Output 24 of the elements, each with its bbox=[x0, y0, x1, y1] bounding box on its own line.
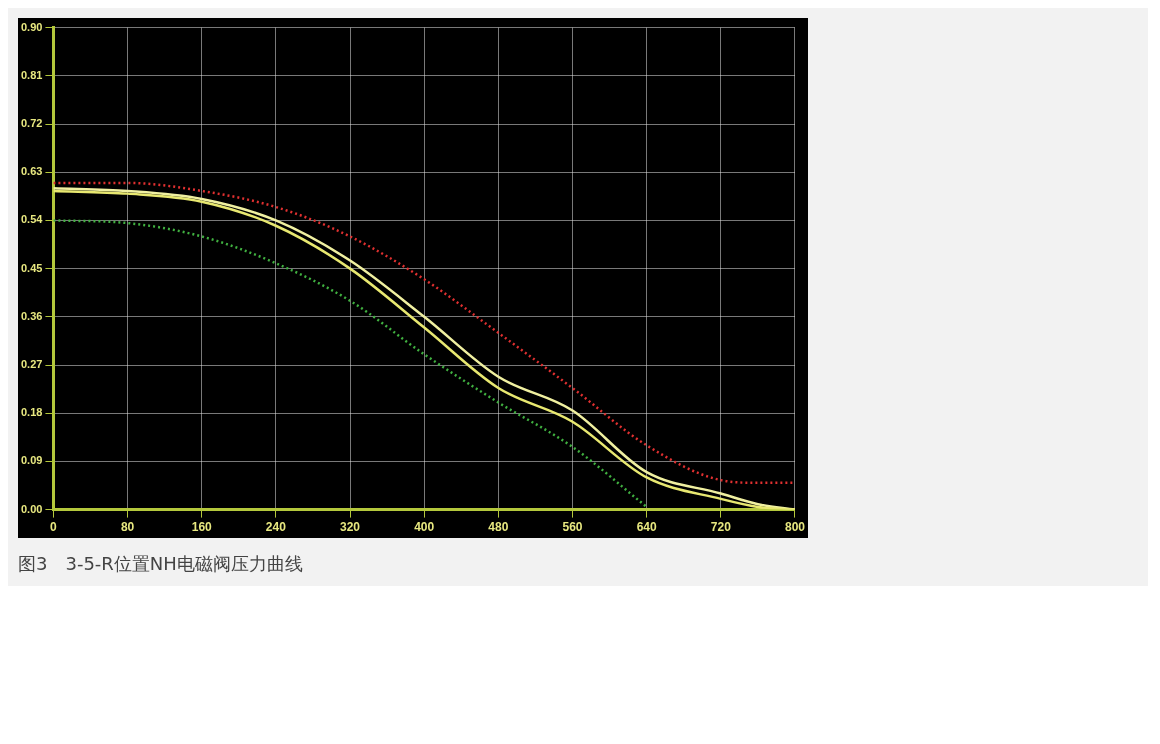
x-tick-label: 640 bbox=[636, 520, 658, 535]
y-tick-label: 0.09 bbox=[20, 454, 43, 467]
y-tick-label: 0.36 bbox=[20, 309, 43, 322]
x-tick-label: 160 bbox=[191, 520, 213, 535]
x-tick-label: 400 bbox=[414, 520, 435, 535]
y-tick-label: 0.63 bbox=[20, 165, 43, 178]
x-tick-label: 800 bbox=[784, 520, 806, 535]
x-tick-label: 560 bbox=[562, 520, 583, 535]
y-tick-label: 0.45 bbox=[20, 261, 43, 274]
x-tick-label: 0 bbox=[50, 520, 58, 535]
x-tick-label: 320 bbox=[340, 520, 361, 535]
line-series bbox=[53, 219, 648, 509]
y-tick-label: 0.81 bbox=[20, 68, 43, 81]
y-tick-label: 0.72 bbox=[20, 117, 43, 130]
x-tick-label: 240 bbox=[265, 520, 287, 535]
caption: 图3 3-5-R位置NH电磁阀压力曲线 bbox=[18, 552, 304, 576]
y-tick-label: 0.18 bbox=[20, 406, 43, 419]
y-tick-label: 0.54 bbox=[20, 213, 44, 226]
y-tick-label: 0.27 bbox=[20, 358, 43, 371]
y-tick-label: 0.90 bbox=[20, 20, 43, 33]
y-tick-label: 0.00 bbox=[20, 502, 43, 515]
x-tick-label: 80 bbox=[120, 520, 135, 535]
x-tick-label: 480 bbox=[488, 520, 509, 535]
x-tick-label: 720 bbox=[710, 520, 732, 535]
